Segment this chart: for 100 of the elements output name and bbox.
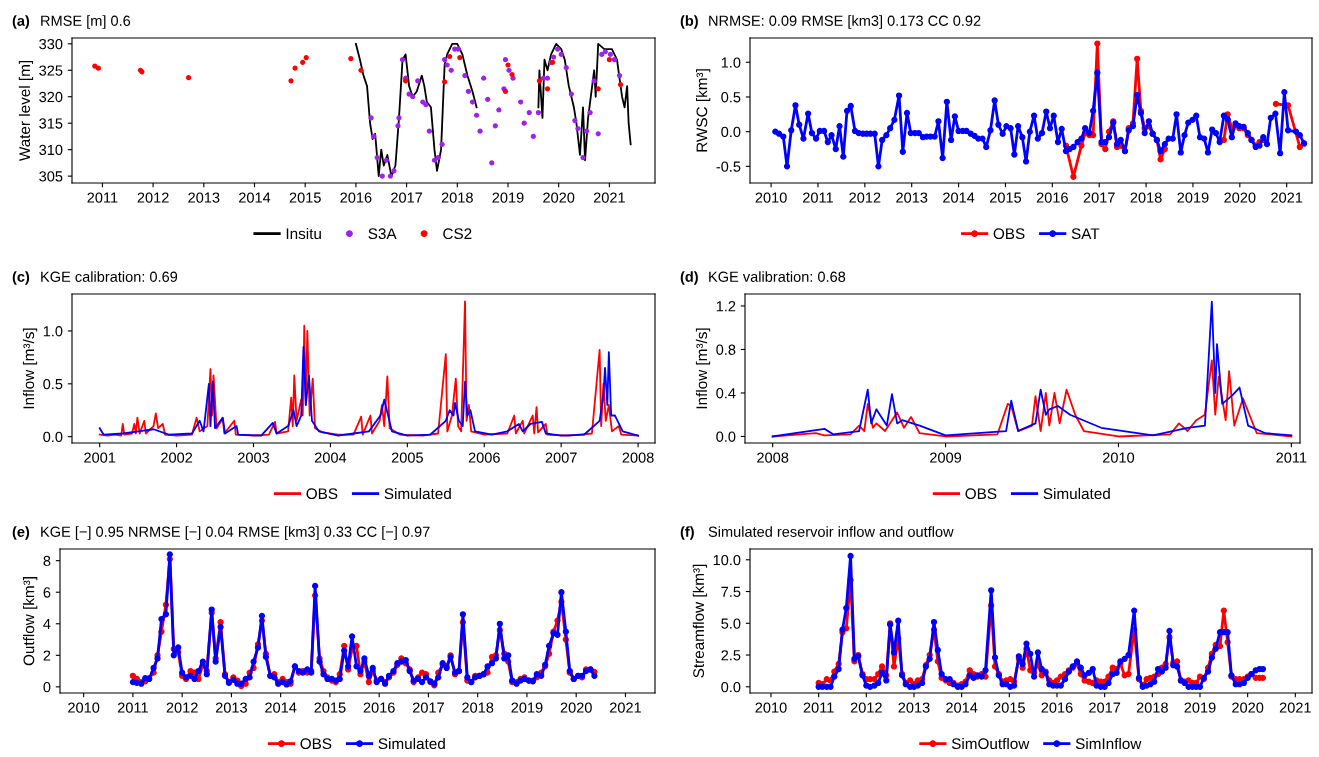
x-tick-label: 2020 <box>1224 192 1256 203</box>
x-tick-label: 2018 <box>462 702 494 713</box>
x-tick-label: 2012 <box>137 192 169 203</box>
x-tick-label: 2001 <box>84 452 116 463</box>
y-tick-label: 325 <box>39 65 63 76</box>
legend-label: OBS <box>306 488 338 500</box>
x-tick-label: 2013 <box>898 702 930 713</box>
x-tick-label: 2018 <box>1130 192 1162 203</box>
x-tick-label: 2016 <box>340 192 372 203</box>
x-tick-label: 2014 <box>943 192 975 203</box>
x-tick-label: 2015 <box>989 192 1022 203</box>
x-tick-label: 2010 <box>68 702 100 713</box>
x-tick-label: 2011 <box>117 702 148 713</box>
y-tick-label: 4 <box>43 619 51 630</box>
x-tick-label: 2005 <box>391 452 423 463</box>
y-tick-label: 320 <box>39 91 63 103</box>
y-tick-label: 1.0 <box>43 326 63 337</box>
x-tick-label: 2021 <box>609 702 641 713</box>
x-tick-label: 2012 <box>850 702 882 713</box>
x-tick-label: 2019 <box>1177 192 1209 203</box>
x-tick-label: 2020 <box>543 192 575 203</box>
x-tick-label: 2006 <box>468 452 500 463</box>
x-tick-label: 2019 <box>492 192 524 203</box>
y-tick-label: 2.5 <box>721 650 741 661</box>
chart-subtitle: KGE calibration: 0.69 <box>41 271 178 282</box>
y-axis-title: Inflow [m³/s] <box>695 328 711 409</box>
x-tick-label: 2003 <box>238 452 270 463</box>
y-tick-label: 1.2 <box>716 301 736 312</box>
y-tick-label: -0.5 <box>716 161 741 172</box>
x-tick-label: 2015 <box>314 702 346 713</box>
x-tick-label: 2002 <box>161 452 193 463</box>
chart-title: (f) <box>680 526 694 540</box>
x-tick-label: 2021 <box>593 192 625 203</box>
x-tick-label: 2008 <box>757 452 789 463</box>
x-tick-label: 2015 <box>289 192 321 203</box>
y-tick-label: 0.0 <box>716 431 736 442</box>
x-tick-label: 2013 <box>215 702 247 713</box>
x-tick-label: 2017 <box>1089 702 1121 713</box>
y-tick-label: 330 <box>39 38 63 50</box>
y-axis-title: Water level [m] <box>18 60 34 162</box>
x-tick-label: 2017 <box>1083 192 1115 203</box>
legend-label: OBS <box>300 738 332 750</box>
y-tick-label: 0 <box>43 681 51 693</box>
chart-title: (b) <box>680 15 698 29</box>
x-tick-label: 2011 <box>803 192 833 203</box>
x-tick-label: 2011 <box>87 192 118 203</box>
y-tick-label: 0.0 <box>721 681 741 693</box>
x-tick-label: 2018 <box>1136 702 1168 713</box>
chart-title: (d) <box>680 271 698 285</box>
y-tick-label: 0.5 <box>721 92 741 103</box>
y-axis-title: Inflow [m³/s] <box>22 328 38 409</box>
legend-label: Simulated <box>378 737 445 750</box>
legend-label: OBS <box>965 488 997 500</box>
x-tick-label: 2008 <box>622 452 654 463</box>
x-tick-label: 2021 <box>1271 192 1303 203</box>
y-tick-label: 310 <box>39 144 63 156</box>
chart-subtitle: NRMSE: 0.09 RMSE [km3] 0.173 CC 0.92 <box>709 15 981 29</box>
x-tick-label: 2007 <box>545 452 577 463</box>
legend-label: Simulated <box>384 487 451 500</box>
chart-title: (e) <box>12 526 30 540</box>
x-tick-label: 2021 <box>1279 702 1311 713</box>
x-tick-label: 2019 <box>1184 702 1216 713</box>
legend-label: OBS <box>993 228 1025 240</box>
y-tick-label: 315 <box>39 118 63 129</box>
x-tick-label: 2015 <box>993 702 1025 713</box>
x-tick-label: 2018 <box>441 192 473 203</box>
x-tick-label: 2014 <box>265 702 297 713</box>
y-tick-label: 0.5 <box>43 378 63 390</box>
x-tick-label: 2013 <box>896 192 928 203</box>
x-tick-label: 2020 <box>1232 702 1264 713</box>
x-tick-label: 2014 <box>239 192 271 203</box>
x-tick-label: 2017 <box>412 702 444 713</box>
x-tick-label: 2004 <box>314 452 347 463</box>
y-axis-title: Streamflow [km³] <box>692 564 708 678</box>
y-tick-label: 5.0 <box>721 618 741 629</box>
x-tick-label: 2012 <box>166 702 198 713</box>
x-tick-label: 2017 <box>391 192 423 203</box>
chart-subtitle: Simulated reservoir inflow and outflow <box>708 526 954 537</box>
y-tick-label: 1.0 <box>721 57 741 68</box>
legend-label: SimInflow <box>1075 737 1142 750</box>
chart-title: (c) <box>12 271 30 285</box>
x-tick-label: 2011 <box>1276 452 1307 463</box>
x-tick-label: 2016 <box>1041 702 1073 713</box>
y-tick-label: 8 <box>43 555 51 567</box>
x-tick-label: 2010 <box>1102 452 1135 463</box>
x-tick-label: 2020 <box>560 702 592 713</box>
y-tick-label: 10.0 <box>713 554 741 566</box>
legend-label: Simulated <box>1043 487 1110 500</box>
chart-title: (a) <box>12 15 30 29</box>
x-tick-label: 2016 <box>1036 192 1068 203</box>
y-tick-label: 0.8 <box>716 344 736 355</box>
y-axis-title: Outflow [km³] <box>23 577 38 666</box>
y-tick-label: 0.4 <box>716 388 736 399</box>
y-tick-label: 2 <box>43 650 51 661</box>
legend-label: SimOutflow <box>951 737 1030 750</box>
y-axis-title: RWSC [km³] <box>696 69 711 152</box>
x-tick-label: 2014 <box>946 702 978 713</box>
chart-subtitle: KGE [−] 0.95 NRMSE [−] 0.04 RMSE [km3] 0.33 CC [−] 0.97 <box>41 526 430 540</box>
y-tick-label: 0.0 <box>721 126 741 138</box>
x-tick-label: 2011 <box>803 702 834 713</box>
